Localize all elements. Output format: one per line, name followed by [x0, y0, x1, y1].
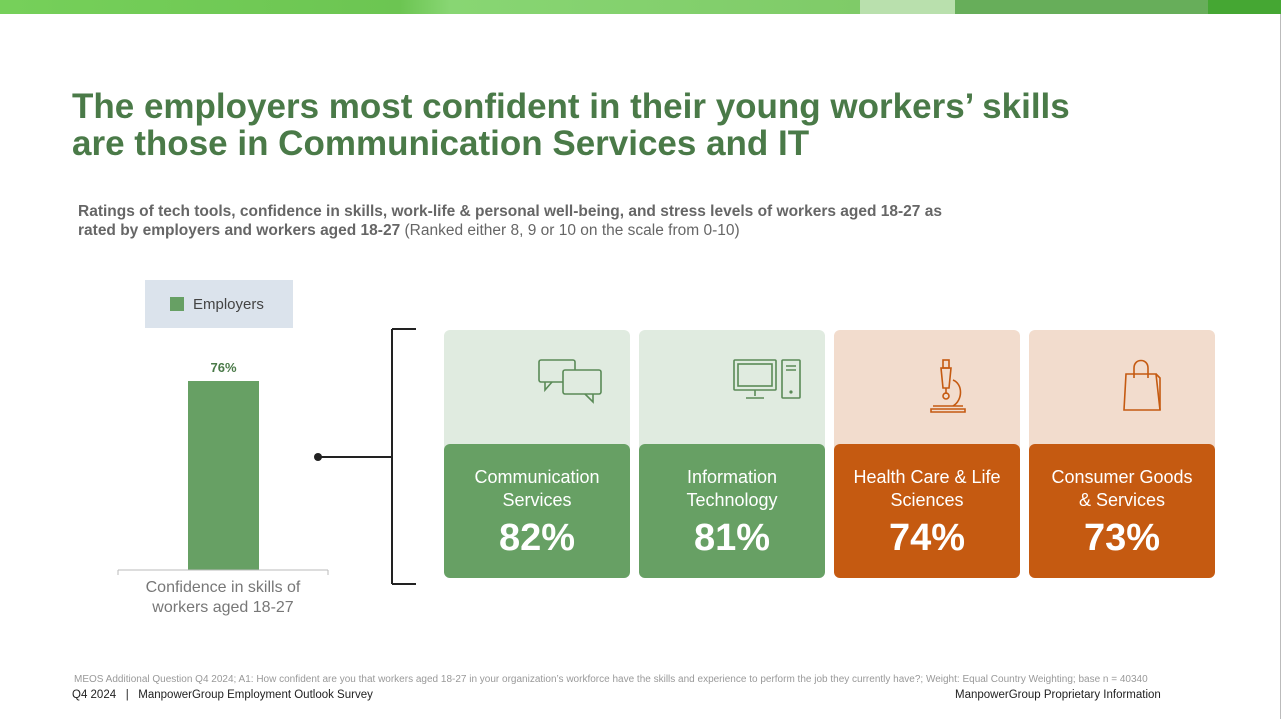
tile-industry-name: Health Care & Life Sciences	[853, 467, 1001, 510]
footnote: MEOS Additional Question Q4 2024; A1: Ho…	[74, 674, 1148, 685]
subtitle-bold: Ratings of tech tools, confidence in ski…	[78, 203, 942, 239]
tile-content: Communication Services 82%	[444, 444, 630, 578]
footer-right: ManpowerGroup Proprietary Information	[955, 689, 1161, 701]
industry-tile: Health Care & Life Sciences 74%	[834, 330, 1020, 578]
industry-tile: Information Technology 81%	[639, 330, 825, 578]
tile-percentage: 81%	[693, 517, 771, 559]
slide-title: The employers most confident in their yo…	[72, 87, 1070, 163]
tile-content: Consumer Goods & Services 73%	[1029, 444, 1215, 578]
footer-left: Q4 2024 | ManpowerGroup Employment Outlo…	[72, 689, 373, 701]
tile-industry-name: Communication Services	[474, 467, 600, 510]
chart-subtitle: Ratings of tech tools, confidence in ski…	[78, 202, 978, 240]
chart-legend: Employers	[145, 280, 293, 328]
tile-icon-area	[834, 330, 1020, 460]
bracket	[391, 328, 416, 585]
tile-industry-name: Information Technology	[686, 467, 778, 510]
tile-percentage: 82%	[498, 517, 576, 559]
tile-content: Health Care & Life Sciences 74%	[834, 444, 1020, 578]
tile-icon-area	[639, 330, 825, 460]
tile-icon-area	[1029, 330, 1215, 460]
bar-data-label: 76%	[210, 360, 236, 375]
decorative-top-band	[0, 0, 1281, 14]
industry-tile: Consumer Goods & Services 73%	[1029, 330, 1215, 578]
tile-content: Information Technology 81%	[639, 444, 825, 578]
bar-employers	[188, 381, 259, 570]
subtitle-note: (Ranked either 8, 9 or 10 on the scale f…	[400, 222, 740, 239]
industry-tile: Communication Services 82%	[444, 330, 630, 578]
tile-percentage: 73%	[1083, 517, 1161, 559]
legend-label: Employers	[193, 295, 264, 313]
x-category-label: Confidence in skills of workers aged 18-…	[145, 579, 301, 616]
legend-swatch	[170, 297, 184, 311]
tile-industry-name: Consumer Goods & Services	[1051, 467, 1193, 510]
tile-icon-area	[444, 330, 630, 460]
tile-percentage: 74%	[888, 517, 966, 559]
